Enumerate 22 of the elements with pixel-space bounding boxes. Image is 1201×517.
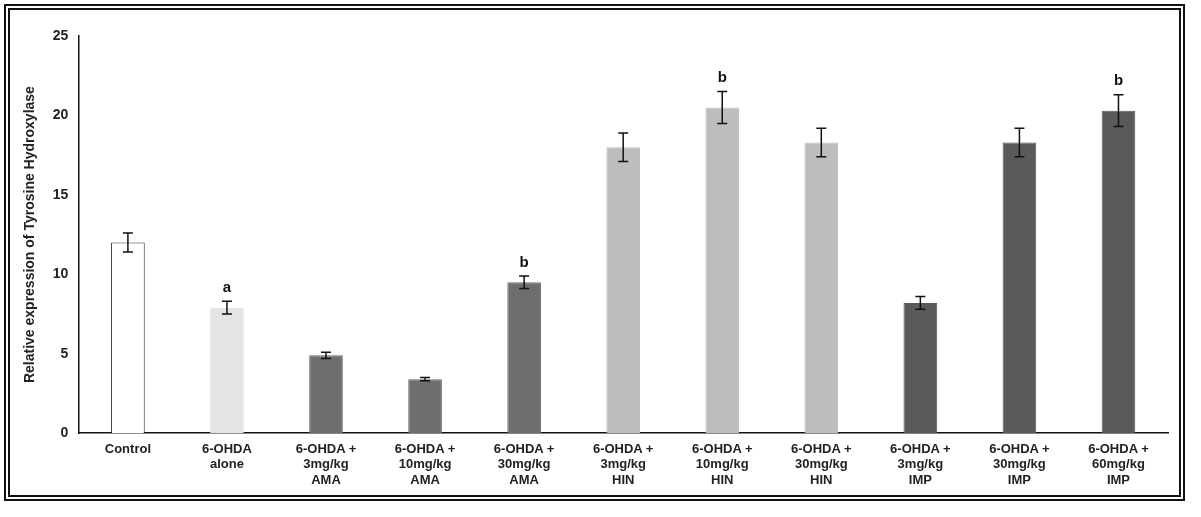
x-tick-label: 6-OHDA + 3mg/kg IMP — [890, 440, 952, 487]
x-tick-label: 6-OHDA + 3mg/kg AMA — [295, 440, 357, 487]
annotation: b — [1113, 71, 1124, 89]
x-tick-label: 6-OHDA + 30mg/kg AMA — [493, 440, 555, 487]
annotation: b — [519, 252, 529, 270]
y-tick-label: 5 — [60, 344, 69, 361]
annotation: a — [222, 277, 232, 295]
annotation: b — [717, 68, 727, 86]
y-axis-title: Relative expression of Tyrosine Hydroxylase — [21, 85, 38, 384]
y-tick-label: 25 — [52, 26, 69, 43]
x-tick-label: 6-OHDA alone — [202, 440, 253, 472]
x-tick-label: 6-OHDA + 60mg/kg IMP — [1088, 440, 1150, 487]
x-tick-label: 6-OHDA + 30mg/kg HIN — [791, 440, 852, 487]
y-tick-label: 15 — [52, 185, 69, 202]
y-tick-label: 0 — [60, 424, 69, 441]
y-tick-label: 20 — [52, 106, 69, 123]
x-tick-label: 6-OHDA + 10mg/kg AMA — [394, 440, 456, 487]
x-tick-label: 6-OHDA + 30mg/kg IMP — [989, 440, 1051, 487]
x-tick-label: 6-OHDA + 3mg/kg HIN — [592, 440, 654, 487]
x-tick-label: 6-OHDA + 10mg/kg HIN — [691, 440, 753, 487]
x-tick-label: Control — [104, 440, 152, 456]
y-tick-label: 10 — [52, 265, 69, 282]
